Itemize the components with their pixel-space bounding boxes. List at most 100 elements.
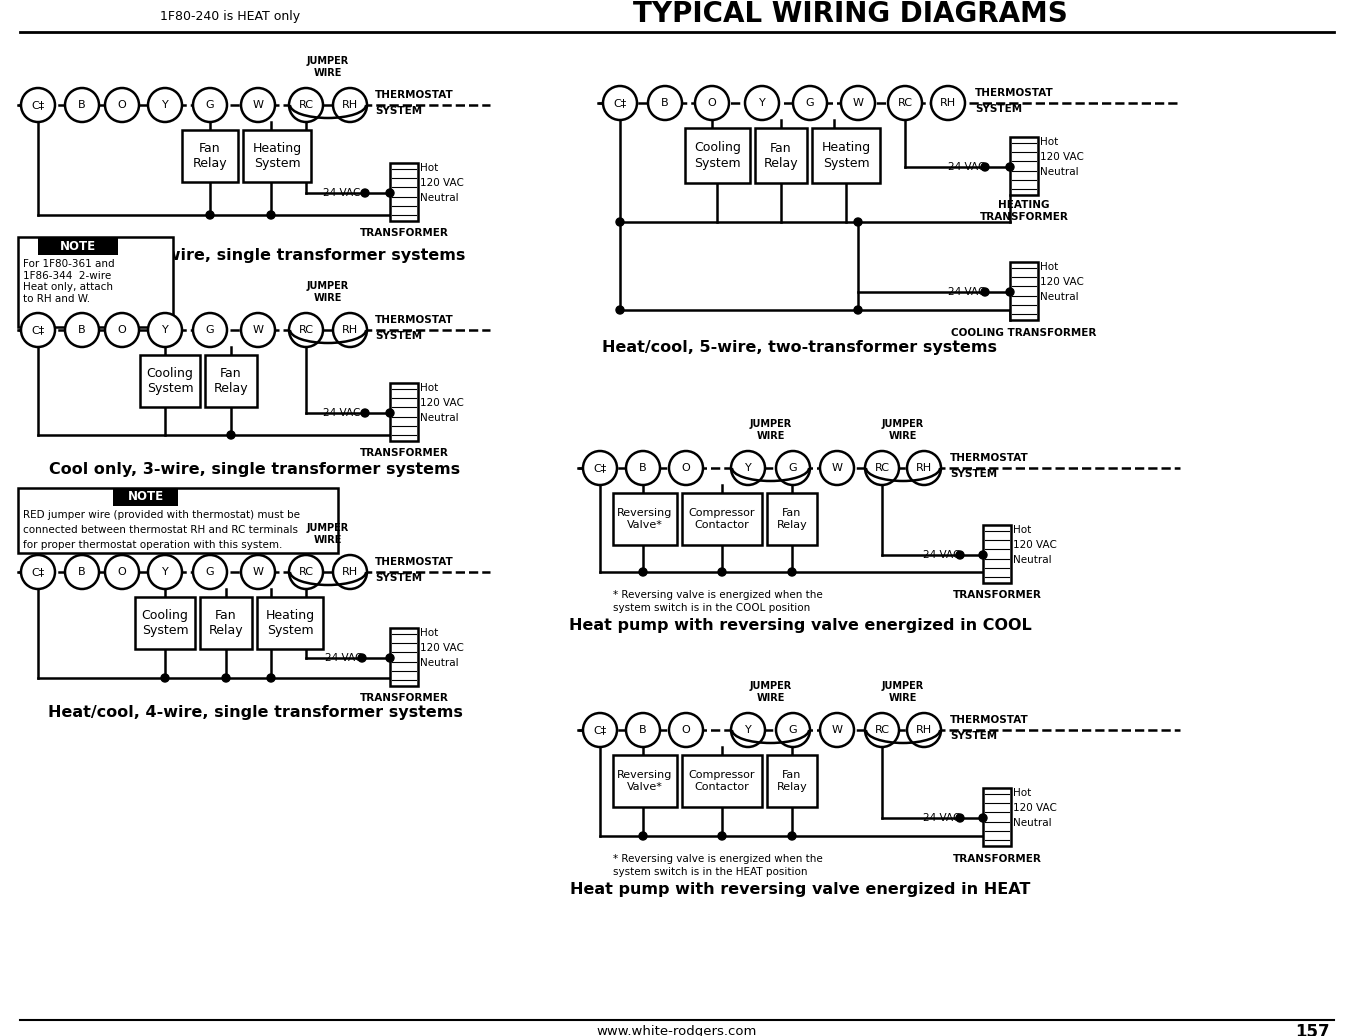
Bar xyxy=(390,628,418,686)
Text: * Reversing valve is energized when the: * Reversing valve is energized when the xyxy=(613,854,823,864)
Circle shape xyxy=(194,88,227,122)
Circle shape xyxy=(1006,163,1014,171)
Text: Neutral: Neutral xyxy=(420,413,459,423)
Text: Reversing
Valve*: Reversing Valve* xyxy=(617,770,673,792)
Text: W: W xyxy=(252,567,264,577)
Text: 24 VAC: 24 VAC xyxy=(922,813,960,823)
Circle shape xyxy=(854,218,862,226)
Circle shape xyxy=(979,814,987,822)
Text: JUMPER
WIRE: JUMPER WIRE xyxy=(881,682,925,703)
Text: Fan
Relay: Fan Relay xyxy=(209,609,244,637)
Text: RC: RC xyxy=(298,567,314,577)
Text: Compressor
Contactor: Compressor Contactor xyxy=(689,770,756,792)
Circle shape xyxy=(362,409,370,418)
Text: Hot: Hot xyxy=(1013,788,1032,798)
Bar xyxy=(112,488,177,506)
Text: Y: Y xyxy=(758,98,765,108)
Circle shape xyxy=(788,832,796,840)
Text: W: W xyxy=(853,98,864,108)
Text: C‡: C‡ xyxy=(593,463,607,473)
Text: THERMOSTAT: THERMOSTAT xyxy=(375,90,454,100)
Circle shape xyxy=(865,451,899,485)
Circle shape xyxy=(106,88,139,122)
Circle shape xyxy=(362,189,370,197)
Circle shape xyxy=(386,654,394,662)
Text: RC: RC xyxy=(875,725,890,735)
Circle shape xyxy=(731,713,765,747)
Text: RED jumper wire (provided with thermostat) must be: RED jumper wire (provided with thermosta… xyxy=(23,510,301,520)
Text: G: G xyxy=(788,463,798,473)
Text: Fan
Relay: Fan Relay xyxy=(777,770,807,792)
Text: Neutral: Neutral xyxy=(420,193,459,203)
Text: 120 VAC: 120 VAC xyxy=(420,643,464,653)
Bar xyxy=(1010,137,1039,195)
Bar xyxy=(242,130,311,182)
Text: Hot: Hot xyxy=(420,628,439,638)
Circle shape xyxy=(333,555,367,589)
Text: JUMPER
WIRE: JUMPER WIRE xyxy=(881,420,925,441)
Text: O: O xyxy=(708,98,716,108)
Text: Neutral: Neutral xyxy=(1040,167,1079,177)
Circle shape xyxy=(982,288,988,296)
Text: NOTE: NOTE xyxy=(60,239,96,253)
Text: Cool only, 3-wire, single transformer systems: Cool only, 3-wire, single transformer sy… xyxy=(50,462,460,477)
Circle shape xyxy=(639,832,647,840)
Bar xyxy=(390,383,418,441)
Text: RC: RC xyxy=(898,98,913,108)
Text: 120 VAC: 120 VAC xyxy=(1040,152,1083,162)
Text: B: B xyxy=(79,325,85,335)
Text: SYSTEM: SYSTEM xyxy=(375,106,422,116)
Circle shape xyxy=(639,568,647,576)
Text: Fan
Relay: Fan Relay xyxy=(192,142,227,170)
Text: For 1F80-361 and
1F86-344  2-wire
Heat only, attach
to RH and W.: For 1F80-361 and 1F86-344 2-wire Heat on… xyxy=(23,259,115,304)
Circle shape xyxy=(148,555,181,589)
Text: TRANSFORMER: TRANSFORMER xyxy=(360,228,448,238)
Circle shape xyxy=(1006,288,1014,296)
Circle shape xyxy=(241,313,275,347)
Circle shape xyxy=(333,88,367,122)
Text: COOLING TRANSFORMER: COOLING TRANSFORMER xyxy=(952,328,1097,338)
Circle shape xyxy=(65,88,99,122)
Text: Heating
System: Heating System xyxy=(252,142,302,170)
Text: O: O xyxy=(118,100,126,110)
Bar xyxy=(200,597,252,649)
Circle shape xyxy=(821,451,854,485)
Text: B: B xyxy=(79,100,85,110)
Bar xyxy=(18,237,173,327)
Text: Cooling
System: Cooling System xyxy=(142,609,188,637)
Text: B: B xyxy=(639,725,647,735)
Circle shape xyxy=(65,313,99,347)
Text: 120 VAC: 120 VAC xyxy=(420,178,464,188)
Text: SYSTEM: SYSTEM xyxy=(951,469,997,479)
Text: 120 VAC: 120 VAC xyxy=(1040,277,1083,287)
Text: Hot: Hot xyxy=(420,163,439,173)
Text: Hot: Hot xyxy=(1040,137,1059,147)
Circle shape xyxy=(65,555,99,589)
Text: O: O xyxy=(681,725,691,735)
Circle shape xyxy=(626,451,659,485)
Text: THERMOSTAT: THERMOSTAT xyxy=(375,315,454,325)
Circle shape xyxy=(669,713,703,747)
Text: TYPICAL WIRING DIAGRAMS: TYPICAL WIRING DIAGRAMS xyxy=(632,0,1067,28)
Bar xyxy=(812,128,880,183)
Text: C‡: C‡ xyxy=(31,100,45,110)
Circle shape xyxy=(718,832,726,840)
Circle shape xyxy=(357,654,366,662)
Text: 1F80-240 is HEAT only: 1F80-240 is HEAT only xyxy=(160,10,301,23)
Text: G: G xyxy=(206,100,214,110)
Text: Hot: Hot xyxy=(1013,525,1032,535)
Bar xyxy=(613,755,677,807)
Text: C‡: C‡ xyxy=(593,725,607,735)
Text: RC: RC xyxy=(875,463,890,473)
Circle shape xyxy=(907,451,941,485)
Bar xyxy=(139,355,200,407)
Text: Compressor
Contactor: Compressor Contactor xyxy=(689,509,756,529)
Circle shape xyxy=(776,451,810,485)
Text: TRANSFORMER: TRANSFORMER xyxy=(953,589,1041,600)
Circle shape xyxy=(194,313,227,347)
Circle shape xyxy=(907,713,941,747)
Text: TRANSFORMER: TRANSFORMER xyxy=(953,854,1041,864)
Circle shape xyxy=(267,674,275,682)
Text: JUMPER
WIRE: JUMPER WIRE xyxy=(307,56,349,78)
Text: Neutral: Neutral xyxy=(420,658,459,668)
